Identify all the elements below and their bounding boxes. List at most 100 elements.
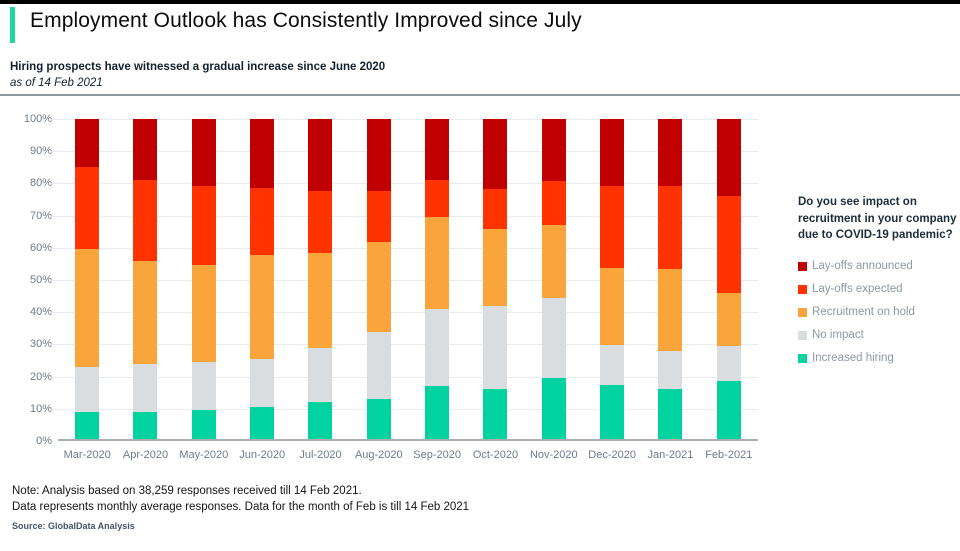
bar-segment-no-impact xyxy=(133,363,158,412)
y-axis-label: 60% xyxy=(29,241,52,254)
x-axis-label: Apr-2020 xyxy=(122,449,169,461)
bar-slot-feb-2021 xyxy=(700,119,758,439)
x-axis-label: Jun-2020 xyxy=(239,449,286,461)
bar-segment-no-impact xyxy=(191,362,216,411)
gridline xyxy=(50,119,758,120)
bar-segment-increased-hiring xyxy=(250,407,275,439)
x-axis-label: Nov-2020 xyxy=(529,449,578,461)
legend-question: Do you see impact on recruitment in your… xyxy=(798,196,957,242)
title-accent-bar xyxy=(10,7,15,43)
bar-slot-jun-2020 xyxy=(233,119,291,439)
bar-slot-dec-2020 xyxy=(583,119,641,439)
legend-label: Increased hiring xyxy=(812,352,894,365)
bar-segment-no-impact xyxy=(483,306,508,390)
bar-segment-recruitment-on-hold xyxy=(191,264,216,363)
stacked-bar-feb-2021 xyxy=(716,119,741,439)
y-axis-label: 90% xyxy=(29,145,52,158)
bar-slot-may-2020 xyxy=(175,119,233,439)
x-axis-label: Mar-2020 xyxy=(63,449,111,461)
header-divider xyxy=(0,94,960,96)
bar-segment-lay-offs-announced xyxy=(541,119,566,182)
bar-segment-increased-hiring xyxy=(541,378,566,439)
x-axis: Mar-2020 Apr-2020 May-2020 Jun-2020 Jul-2020… xyxy=(58,449,758,461)
bar-segment-lay-offs-announced xyxy=(75,119,100,168)
legend-item: No impact xyxy=(798,329,958,341)
bars-container xyxy=(58,119,758,439)
bar-segment-increased-hiring xyxy=(425,386,450,439)
bar-slot-sep-2020 xyxy=(408,119,466,439)
y-axis-label: 10% xyxy=(29,402,52,415)
legend-swatch-icon xyxy=(798,307,807,317)
bar-segment-increased-hiring xyxy=(191,410,216,439)
bar-segment-recruitment-on-hold xyxy=(75,248,100,368)
legend-items: Lay-offs announced Lay-offs expected Recru… xyxy=(798,260,958,364)
footer-notes: Note: Analysis based on 38,259 responses… xyxy=(12,483,469,534)
bar-segment-lay-offs-announced xyxy=(133,119,158,180)
x-axis-label: Dec-2020 xyxy=(588,449,636,461)
legend-label: Lay-offs announced xyxy=(812,260,913,273)
stacked-bar-sep-2020 xyxy=(425,119,450,439)
gridline xyxy=(50,312,758,314)
stacked-bar-may-2020 xyxy=(191,119,216,439)
gridline xyxy=(50,280,758,281)
stacked-bar-apr-2020 xyxy=(133,119,158,439)
bar-segment-no-impact xyxy=(425,309,450,387)
bar-segment-increased-hiring xyxy=(658,389,683,439)
bar-segment-no-impact xyxy=(600,344,625,385)
bar-segment-recruitment-on-hold xyxy=(308,253,333,348)
bar-segment-increased-hiring xyxy=(716,381,741,439)
bar-segment-lay-offs-expected xyxy=(250,187,275,255)
bar-segment-recruitment-on-hold xyxy=(250,255,275,359)
x-axis-label: May-2020 xyxy=(179,449,229,461)
bar-segment-lay-offs-announced xyxy=(425,119,450,180)
legend-swatch-icon xyxy=(798,284,807,294)
legend-swatch-icon xyxy=(798,330,807,340)
bar-segment-lay-offs-announced xyxy=(716,119,741,196)
gridline xyxy=(50,151,758,153)
bar-segment-lay-offs-expected xyxy=(366,191,391,243)
bar-slot-apr-2020 xyxy=(116,119,174,439)
x-axis-label: Jan-2021 xyxy=(647,449,694,461)
bar-segment-lay-offs-announced xyxy=(600,119,625,187)
y-axis-label: 30% xyxy=(29,338,52,351)
gridline xyxy=(50,247,758,249)
bar-segment-recruitment-on-hold xyxy=(133,261,158,364)
bar-segment-recruitment-on-hold xyxy=(541,224,566,299)
legend-label: Recruitment on hold xyxy=(812,306,915,319)
stacked-bar-nov-2020 xyxy=(541,119,566,439)
legend-swatch-icon xyxy=(798,261,807,271)
bar-segment-recruitment-on-hold xyxy=(483,229,508,307)
note-line-1: Note: Analysis based on 38,259 responses… xyxy=(12,485,362,497)
bar-segment-lay-offs-expected xyxy=(133,179,158,262)
bar-segment-recruitment-on-hold xyxy=(425,216,450,310)
stacked-bar-oct-2020 xyxy=(483,119,508,439)
bar-slot-nov-2020 xyxy=(525,119,583,439)
y-axis-label: 0% xyxy=(36,435,52,447)
bar-segment-no-impact xyxy=(716,346,741,382)
stacked-bar-aug-2020 xyxy=(366,119,391,439)
bar-segment-lay-offs-expected xyxy=(658,186,683,270)
x-axis-label: Oct-2020 xyxy=(472,449,519,461)
y-axis-label: 50% xyxy=(29,274,52,286)
bar-segment-no-impact xyxy=(658,351,683,390)
stacked-bar-jun-2020 xyxy=(250,119,275,439)
note-line-2: Data represents monthly average response… xyxy=(12,501,470,513)
bar-segment-lay-offs-expected xyxy=(716,195,741,294)
bar-slot-mar-2020 xyxy=(58,119,116,439)
bar-segment-increased-hiring xyxy=(75,411,100,439)
legend-item: Lay-offs announced xyxy=(798,260,958,272)
bar-segment-increased-hiring xyxy=(483,389,508,439)
bar-segment-recruitment-on-hold xyxy=(366,242,391,332)
gridline xyxy=(50,183,758,185)
bar-segment-increased-hiring xyxy=(133,411,158,439)
source-text: Source: GlobalData Analysis xyxy=(12,521,135,531)
gridline xyxy=(50,408,758,410)
bar-segment-lay-offs-announced xyxy=(366,119,391,192)
chart-subtitle: Hiring prospects have witnessed a gradua… xyxy=(10,61,386,73)
x-axis-label: Aug-2020 xyxy=(354,449,403,461)
legend-item: Increased hiring xyxy=(798,352,958,364)
legend-label: Lay-offs expected xyxy=(812,283,903,296)
bar-segment-no-impact xyxy=(75,367,100,412)
legend: Do you see impact on recruitment in your… xyxy=(798,194,958,375)
bar-slot-aug-2020 xyxy=(350,119,408,439)
